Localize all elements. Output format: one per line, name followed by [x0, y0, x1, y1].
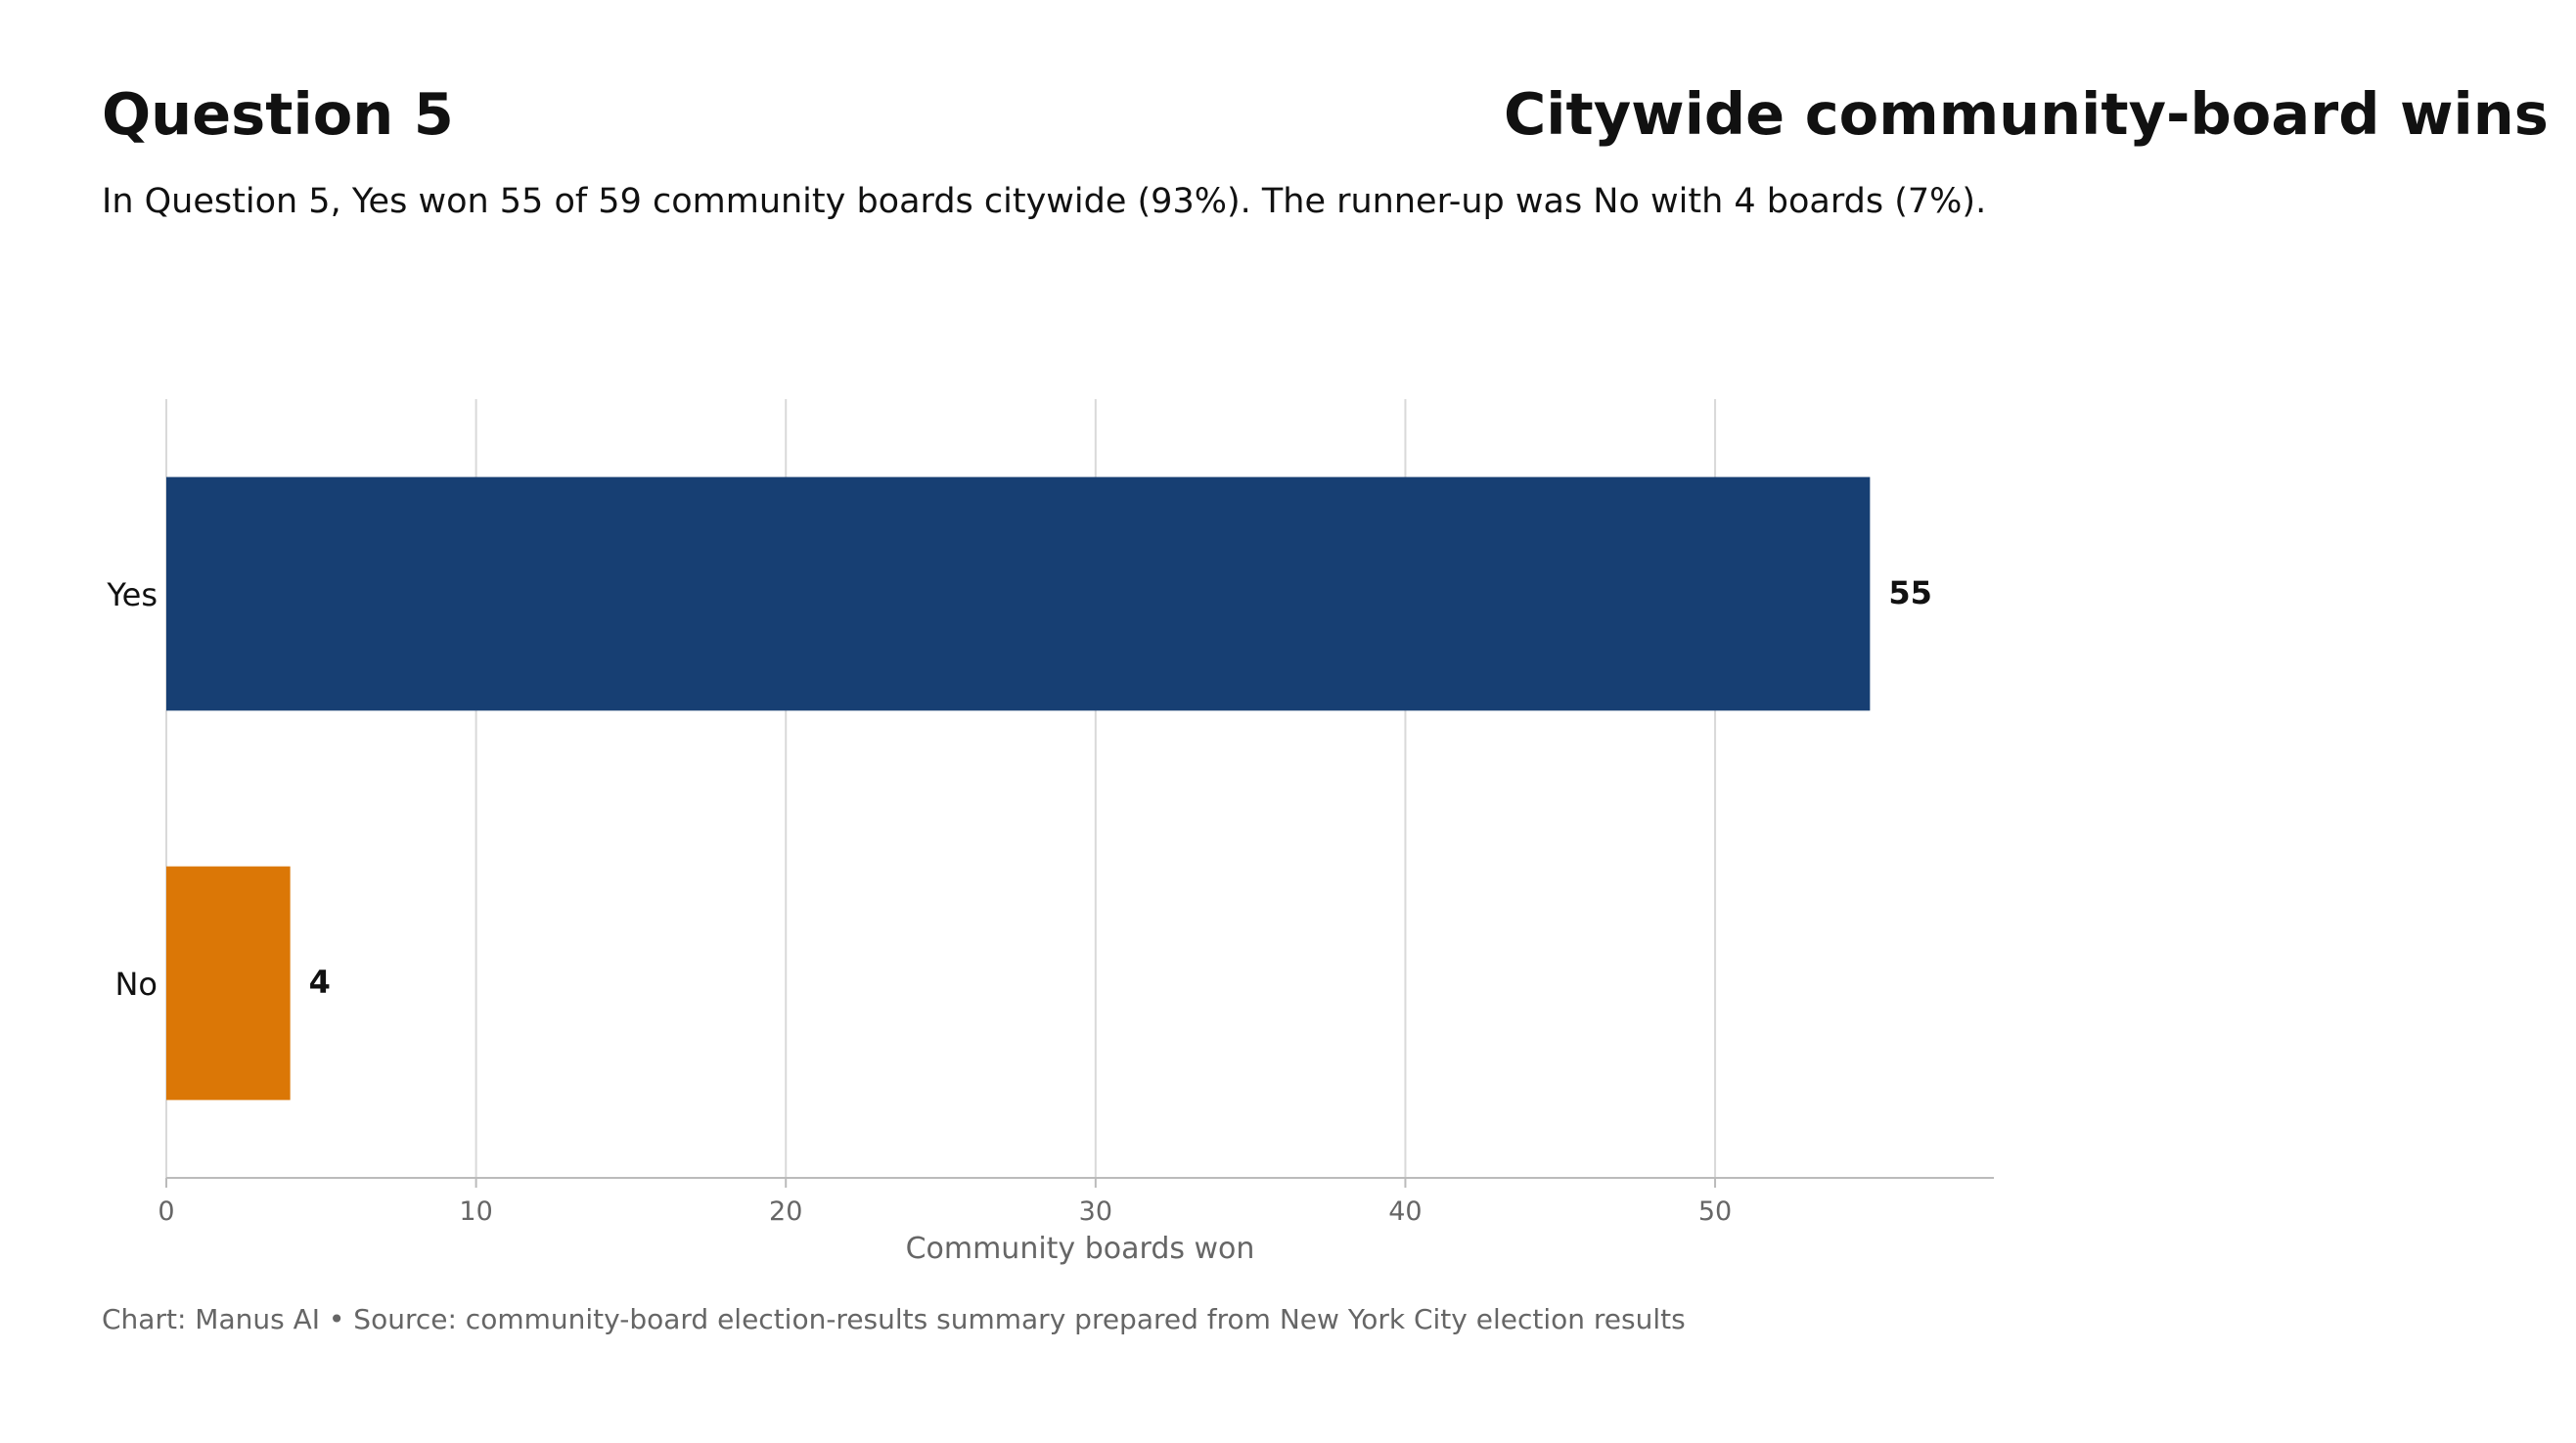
x-axis-label: Community boards won	[906, 1232, 1255, 1266]
x-tick-label: 10	[459, 1196, 492, 1227]
bars: Yes 55 No 4	[106, 476, 1932, 1101]
x-axis-ticks: 0 10 20 30 40 50	[158, 1178, 1732, 1227]
category-label: No	[114, 966, 158, 1003]
data-label: 4	[309, 964, 331, 1001]
x-tick-label: 30	[1079, 1196, 1112, 1227]
chart-source-note: Chart: Manus AI • Source: community-boar…	[102, 1303, 1686, 1335]
x-tick-label: 50	[1698, 1196, 1732, 1227]
category-label: Yes	[106, 576, 158, 613]
bar-yes	[166, 476, 1871, 711]
chart-title: Citywide community-board wins	[1504, 80, 2549, 148]
x-tick-label: 0	[158, 1196, 174, 1227]
x-tick-label: 40	[1388, 1196, 1422, 1227]
chart-subtitle: In Question 5, Yes won 55 of 59 communit…	[102, 182, 1987, 221]
bar-no	[166, 866, 291, 1101]
x-tick-label: 20	[769, 1196, 802, 1227]
page-title: Question 5	[102, 80, 454, 148]
data-label: 55	[1888, 574, 1932, 611]
